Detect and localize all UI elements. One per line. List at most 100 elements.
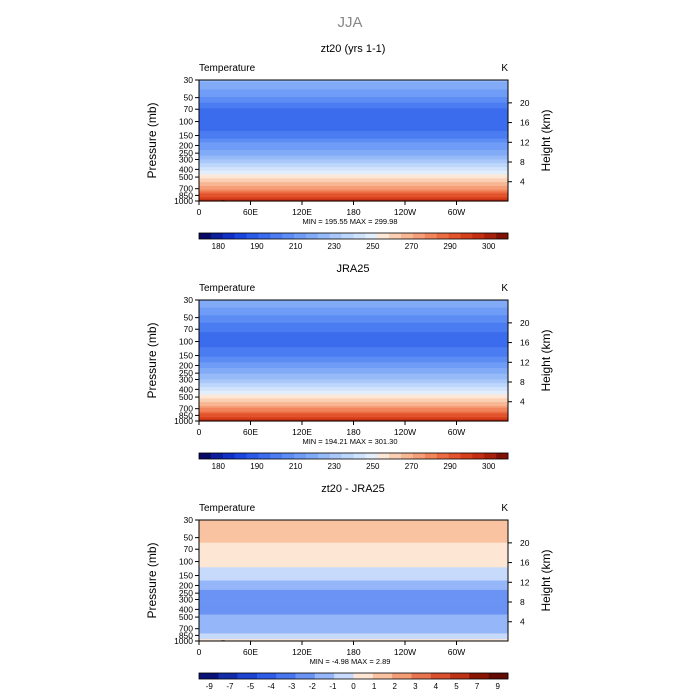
contour-band (199, 318, 508, 322)
contour-band (199, 413, 508, 416)
colorbar-swatch (276, 673, 296, 679)
ytick-label: 400 (179, 604, 193, 614)
contour-band (199, 409, 508, 413)
variable-label: Temperature (199, 63, 256, 74)
contour-band (199, 301, 508, 305)
y2tick-label: 12 (520, 357, 530, 367)
contour-band (199, 83, 508, 87)
panel-title: JRA25 (336, 263, 369, 275)
xtick-label: 0 (197, 427, 202, 437)
contour-band (199, 639, 508, 642)
contour-band (199, 146, 508, 149)
contour-band (199, 140, 508, 143)
ytick-label: 700 (179, 184, 193, 194)
colorbar-swatch (256, 673, 277, 679)
colorbar-swatch (199, 453, 212, 459)
contour-band (199, 398, 508, 401)
contour-band (199, 589, 508, 593)
colorbar-swatch (472, 233, 485, 239)
xtick-label: 180 (346, 207, 360, 217)
colorbar-swatch (210, 453, 224, 459)
colorbar-swatch (234, 453, 247, 459)
contour-band (199, 98, 508, 102)
contour-band (199, 193, 508, 196)
contour-band (199, 531, 508, 534)
contour-band (199, 605, 508, 608)
ytick-label: 300 (179, 374, 193, 384)
contour-band (199, 419, 508, 422)
contour-band (199, 189, 508, 193)
contour-band (199, 138, 508, 142)
contour-band (199, 386, 508, 390)
contour-band (199, 180, 508, 183)
colorbar-label: -7 (226, 682, 234, 691)
colorbar-swatch (377, 233, 390, 239)
colorbar-swatch (237, 673, 258, 679)
figure-title: JJA (337, 14, 362, 31)
contour-band (199, 362, 508, 365)
contour-band (199, 377, 508, 381)
contour-band (199, 373, 508, 377)
contour-band (199, 358, 508, 362)
y2tick-label: 16 (520, 338, 530, 348)
contour-band (199, 595, 508, 599)
contour-band (199, 337, 508, 341)
y-axis-label: Pressure (mb) (145, 322, 159, 398)
ytick-label: 850 (179, 410, 193, 420)
contour-band (199, 569, 508, 572)
contour-band (199, 571, 508, 574)
ytick-label: 70 (184, 104, 194, 114)
contour-band (199, 187, 508, 191)
ytick-label: 200 (179, 140, 193, 150)
y-axis-label: Pressure (mb) (145, 102, 159, 178)
contour-band (199, 132, 508, 136)
contour-band (199, 618, 508, 621)
contour-band (199, 97, 508, 100)
contour-band (199, 142, 508, 145)
contour-band (199, 520, 508, 523)
colorbar-label: 250 (366, 242, 380, 251)
y2tick-label: 20 (520, 538, 530, 548)
contour-band (199, 347, 508, 350)
contour-band (199, 415, 508, 418)
contour-band (199, 542, 508, 546)
colorbar-swatch (222, 233, 235, 239)
contour-band (199, 625, 508, 629)
xtick-label: 0 (197, 647, 202, 657)
xtick-label: 60W (448, 427, 465, 437)
units-label: K (501, 503, 508, 514)
contour-field (199, 80, 508, 202)
y2tick-label: 4 (520, 397, 525, 407)
colorbar-swatch (305, 233, 319, 239)
colorbar-swatch (258, 233, 271, 239)
contour-band (199, 170, 508, 174)
colorbar-label: 250 (366, 462, 380, 471)
xtick-label: 60W (448, 207, 465, 217)
contour-band (199, 548, 508, 551)
colorbar-swatch (460, 453, 473, 459)
contour-band (199, 403, 508, 407)
contour-band (199, 330, 508, 333)
y-axis-label: Pressure (mb) (145, 542, 159, 618)
colorbar-label: 2 (392, 682, 397, 691)
contour-band (199, 400, 508, 403)
colorbar-swatch (353, 233, 366, 239)
contour-band (199, 134, 508, 138)
contour-band (199, 375, 508, 379)
contour-band (199, 178, 508, 181)
colorbar-label: 290 (443, 242, 457, 251)
xtick-label: 120W (394, 207, 416, 217)
contour-band (199, 159, 508, 162)
contour-band (199, 168, 508, 172)
contour-band (199, 388, 508, 392)
contour-band (199, 149, 508, 153)
contour-band (199, 637, 508, 640)
ytick-label: 700 (179, 624, 193, 634)
colorbar-swatch (450, 673, 470, 679)
colorbar-swatch (305, 453, 319, 459)
contour-band (199, 591, 508, 595)
ytick-label: 1000 (174, 636, 193, 646)
contour-band (199, 635, 508, 638)
contour-band (199, 538, 508, 542)
colorbar-swatch (234, 233, 247, 239)
